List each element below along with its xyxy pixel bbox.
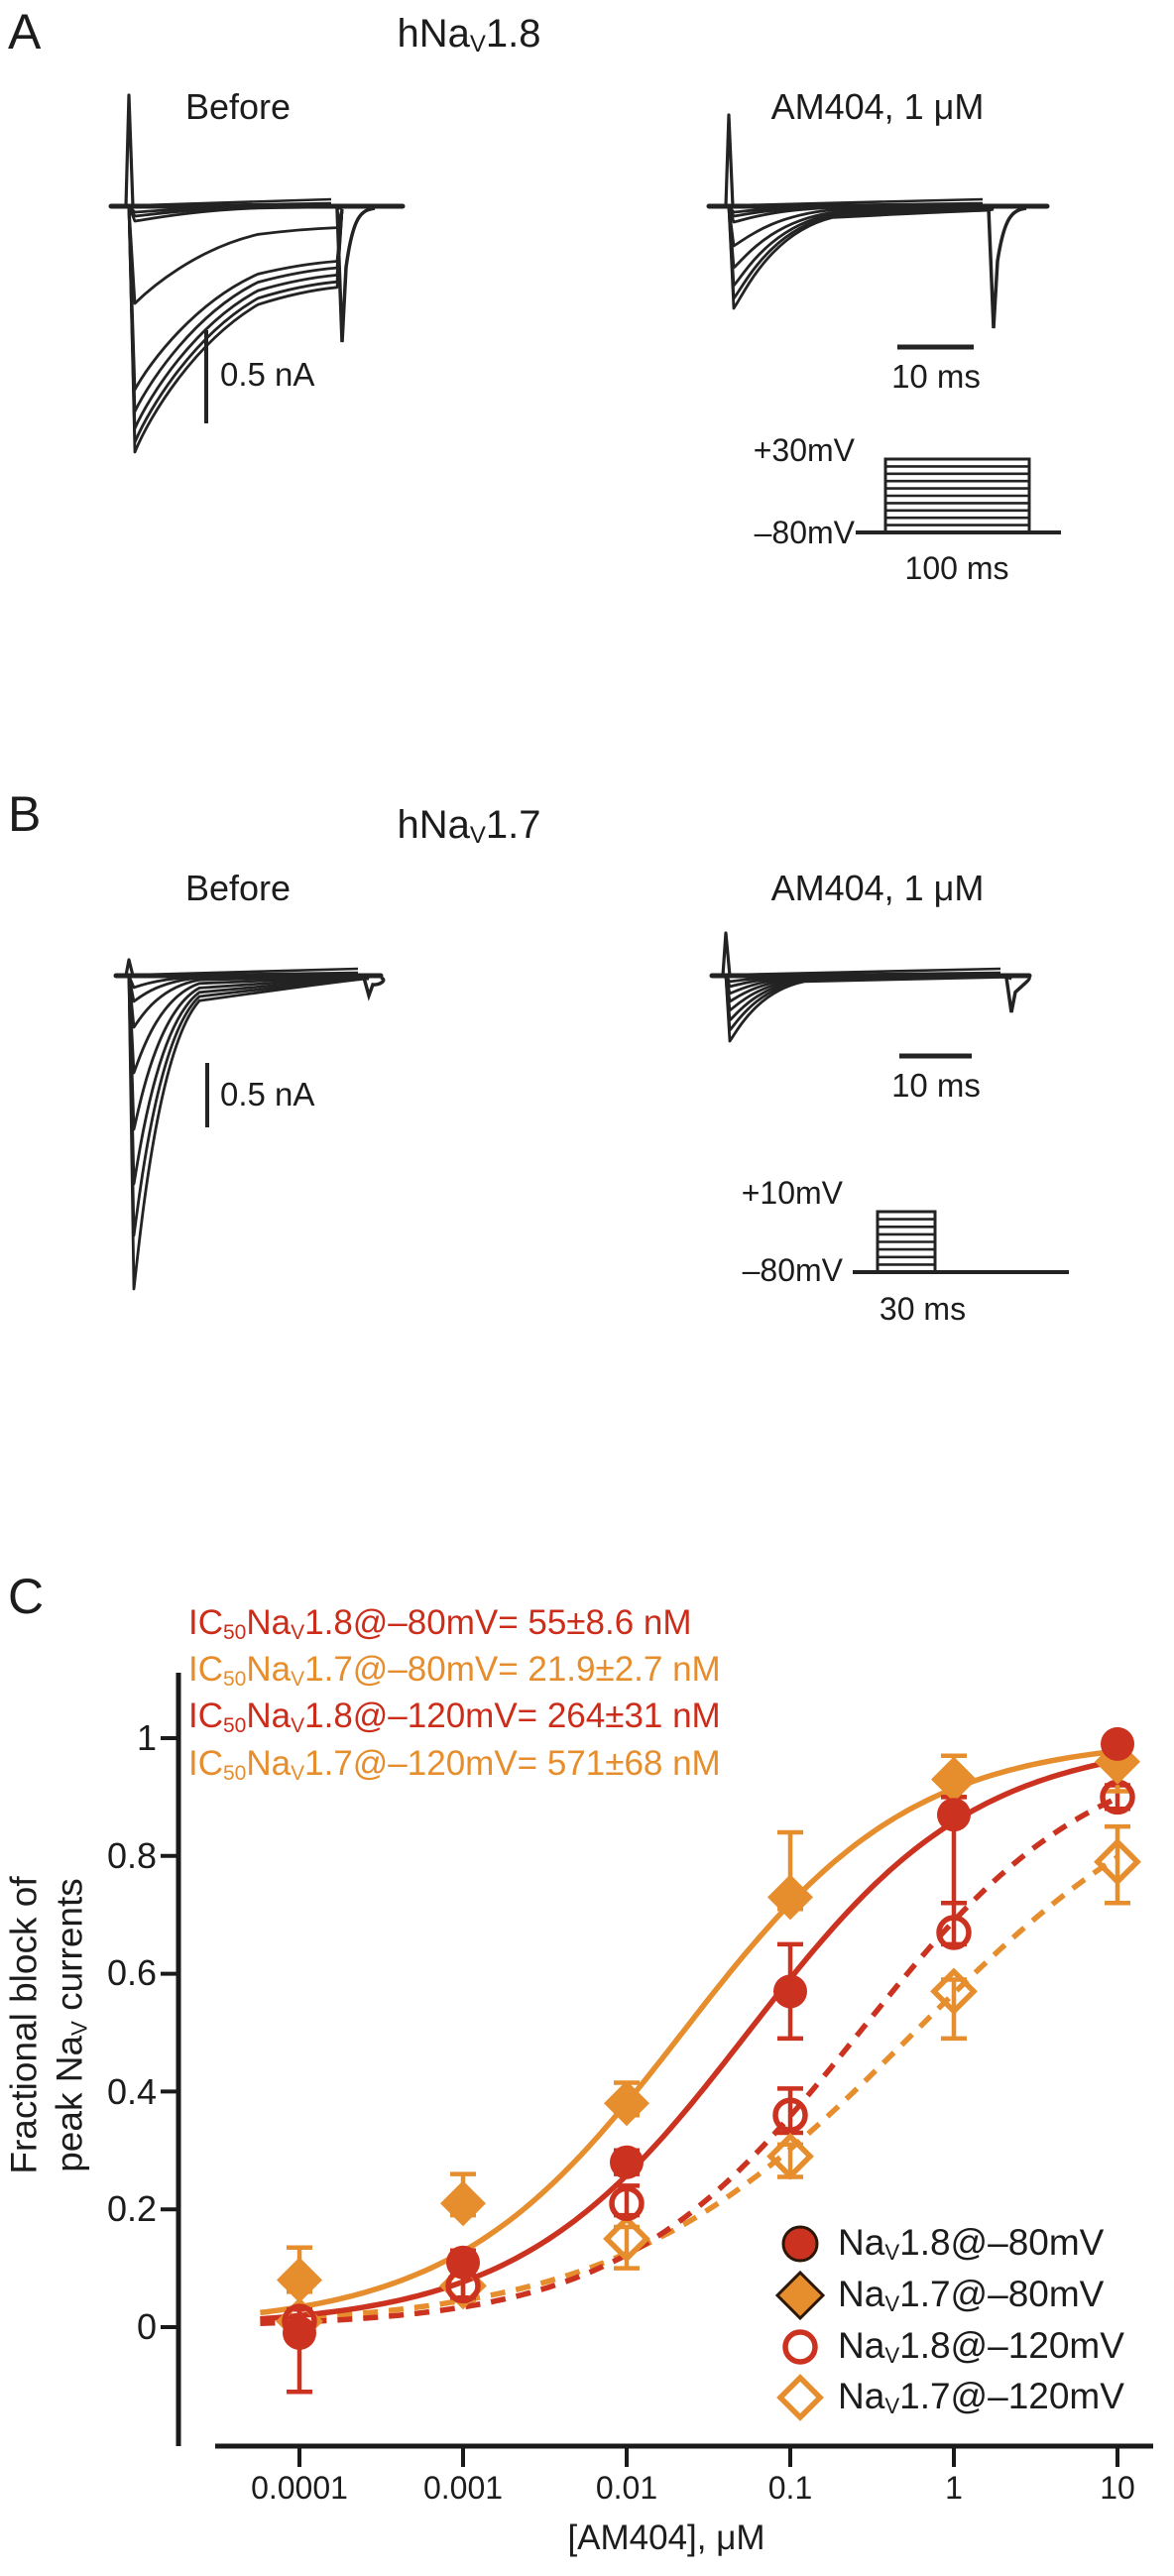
panel-a-time-scale-label: 10 ms	[891, 358, 981, 395]
panel-a-treatment-heading: AM404, 1 μM	[770, 86, 985, 127]
data-points	[276, 1726, 1141, 2350]
chart-axes	[161, 1673, 1153, 2467]
legend-label-nav17-120: NaV1.7@–120mV	[838, 2376, 1124, 2418]
scale-bars	[204, 330, 974, 1127]
y-tick-label: 0.6	[106, 1952, 157, 1993]
panel-b-time-scale-label: 10 ms	[891, 1067, 981, 1104]
legend-markers	[774, 2225, 826, 2421]
panel-a-before-heading: Before	[184, 86, 292, 127]
y-tick-label: 0.2	[106, 2188, 157, 2229]
panel-a-current-scale-label: 0.5 nA	[220, 356, 315, 393]
panel-b-protocol-duration: 30 ms	[879, 1291, 967, 1327]
x-tick-label: 1	[945, 2470, 963, 2506]
protocol-nav17	[853, 1210, 1069, 1274]
ic50-annotation-nav17-80: IC50NaV1.7@–80mV= 21.9±2.7 nM	[188, 1650, 721, 1691]
panel-c-label: C	[8, 1569, 45, 1624]
trace-nav17-am404	[709, 931, 1032, 1043]
legend-label-nav18-120: NaV1.8@–120mV	[838, 2325, 1124, 2368]
panel-b-title: hNaV1.7	[397, 803, 541, 850]
x-tick-label: 0.0001	[251, 2470, 348, 2506]
legend-label-nav18-80: NaV1.8@–80mV	[838, 2222, 1105, 2265]
trace-nav17-before	[113, 958, 386, 1291]
y-tick-label: 1	[136, 1717, 157, 1758]
panel-b-before-heading: Before	[184, 868, 292, 908]
panel-b-protocol-holding-voltage: –80mV	[742, 1252, 843, 1288]
panel-a-protocol-duration: 100 ms	[904, 550, 1009, 586]
y-tick-label: 0.4	[106, 2071, 157, 2112]
protocol-nav18	[856, 457, 1061, 534]
x-tick-label: 0.1	[767, 2470, 813, 2506]
y-tick-label: 0	[136, 2306, 157, 2347]
trace-nav18-am404	[706, 113, 1050, 329]
x-tick-label: 0.01	[595, 2470, 658, 2506]
panel-a-title: hNaV1.8	[397, 12, 541, 59]
x-axis-label: [AM404], μM	[567, 2518, 765, 2557]
x-tick-label: 10	[1100, 2470, 1135, 2506]
panel-b-treatment-heading: AM404, 1 μM	[770, 868, 985, 908]
panel-a-protocol-top-voltage: +30mV	[753, 432, 855, 468]
y-tick-label: 0.8	[106, 1835, 157, 1876]
panel-b-protocol-top-voltage: +10mV	[741, 1175, 843, 1211]
ic50-annotation-nav17-120: IC50NaV1.7@–120mV= 571±68 nM	[188, 1744, 721, 1785]
legend-label-nav17-80: NaV1.7@–80mV	[838, 2274, 1105, 2316]
panel-a-label: A	[8, 4, 42, 59]
x-tick-label: 0.001	[422, 2470, 504, 2506]
panel-b-label: B	[8, 786, 42, 842]
panel-b-current-scale-label: 0.5 nA	[220, 1076, 315, 1112]
ic50-annotation-nav18-80: IC50NaV1.8@–80mV= 55±8.6 nM	[188, 1603, 692, 1644]
trace-nav18-before	[108, 93, 406, 454]
ic50-annotation-nav18-120: IC50NaV1.8@–120mV= 264±31 nM	[188, 1697, 721, 1737]
panel-a-protocol-holding-voltage: –80mV	[754, 515, 855, 550]
